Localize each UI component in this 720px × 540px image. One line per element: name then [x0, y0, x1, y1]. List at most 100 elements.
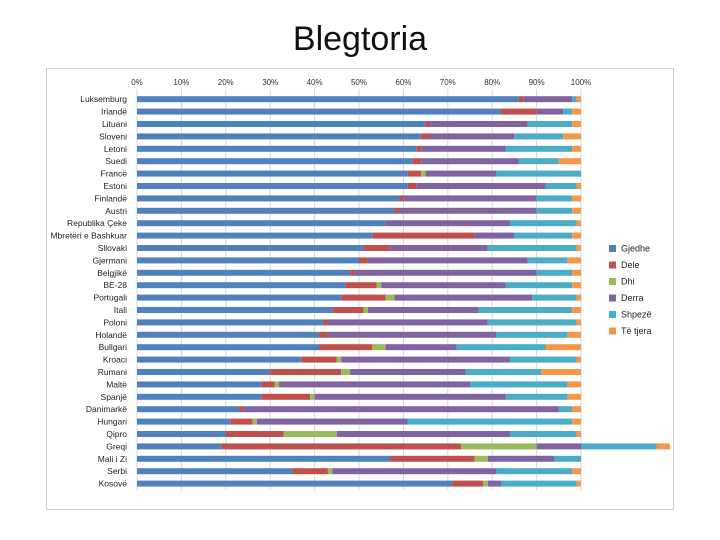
bar-segment: [514, 133, 564, 140]
x-tick-label: 80%: [484, 78, 500, 87]
bar-segment: [310, 393, 315, 400]
bar-segment: [541, 369, 581, 375]
bar-segment: [656, 443, 670, 450]
bar-segment: [572, 269, 581, 276]
category-label: Gjermani: [93, 255, 128, 265]
bar-segment: [137, 133, 422, 140]
bar-segment: [292, 468, 328, 475]
bar-segment: [221, 443, 462, 450]
bar-segment: [314, 393, 506, 400]
category-label: Finlandë: [94, 193, 127, 203]
bar-segment: [572, 232, 581, 239]
bar-segment: [243, 406, 559, 413]
bar-segment: [501, 480, 577, 487]
bar-segment: [137, 282, 346, 289]
legend: Gjedhe Dele Dhi Derra Shpezë Të tjera: [609, 244, 652, 336]
bar-segment: [403, 195, 537, 202]
bar-segment: [137, 269, 351, 276]
bar-segment: [350, 269, 355, 276]
bar-segment: [572, 282, 581, 289]
bar-segment: [301, 356, 337, 363]
bar-segment: [390, 245, 488, 251]
legend-swatch: [609, 294, 616, 302]
bar-segment: [137, 468, 293, 475]
x-tick-label: 0%: [131, 78, 143, 87]
bar-segment: [572, 195, 581, 202]
bar-segment: [137, 232, 373, 239]
category-label: Sloveni: [99, 131, 127, 141]
bar-segment: [137, 406, 240, 413]
bar-segment: [327, 319, 488, 326]
bar-segment: [398, 207, 537, 214]
x-tick-label: 90%: [529, 78, 545, 87]
bar-segment: [372, 344, 386, 351]
legend-label: Dele: [621, 260, 640, 270]
bar-segment: [567, 393, 581, 400]
bar-segment: [385, 344, 457, 351]
legend-swatch: [609, 245, 616, 252]
bar-segment: [572, 145, 581, 152]
bar-segment: [572, 108, 581, 115]
bar-segment: [567, 381, 581, 388]
bar-segment: [416, 145, 422, 152]
bar-segment: [137, 195, 399, 202]
bar-segment: [563, 133, 581, 140]
stacked-bar-chart: 0% 10% 20% 30% 40% 50% 60% 70% 80% 90% 100% Luksem…: [50, 78, 670, 490]
bar-segment: [465, 369, 542, 375]
bar-segment: [363, 307, 368, 313]
bar-segment: [483, 480, 488, 487]
category-label: Irlandë: [101, 107, 127, 117]
bar-segment: [137, 257, 359, 264]
category-label: Republika Çeke: [67, 218, 127, 228]
bar-segment: [430, 133, 515, 140]
bar-segment: [421, 145, 506, 152]
bar-segment: [487, 245, 577, 251]
bar-segment: [576, 319, 581, 326]
category-label: Suedi: [105, 156, 127, 166]
bar-segment: [501, 108, 537, 115]
category-label: Serbi: [107, 466, 127, 476]
category-label: Kroaci: [103, 355, 127, 365]
bar-segment: [137, 121, 426, 127]
category-label: Luksemburg: [80, 94, 127, 104]
bar-segment: [563, 108, 573, 115]
category-label: Austri: [105, 206, 127, 216]
bar-segment: [137, 443, 222, 450]
bar-segment: [576, 96, 581, 103]
bar-segment: [572, 418, 581, 425]
bar-segment: [505, 145, 573, 152]
bar-segment: [283, 431, 337, 437]
bar-segment: [341, 356, 510, 363]
bar-segment: [354, 269, 537, 276]
x-tick-label: 70%: [440, 78, 456, 87]
category-label: Hungari: [97, 417, 127, 427]
bar-segment: [581, 443, 657, 450]
bar-segment: [536, 443, 581, 450]
bar-segment: [478, 307, 573, 313]
bar-segment: [572, 307, 581, 313]
x-axis-tick-labels: 0% 10% 20% 30% 40% 50% 60% 70% 80% 90% 100%: [131, 78, 591, 87]
bar-segment: [572, 121, 581, 127]
bar-segment: [430, 121, 528, 127]
bar-segment: [137, 183, 408, 189]
bar-segment: [385, 220, 510, 227]
bar-segment: [345, 282, 377, 289]
x-tick-label: 100%: [571, 78, 591, 87]
x-tick-label: 40%: [307, 78, 323, 87]
bar-segment: [270, 369, 342, 375]
category-label: Itali: [114, 305, 127, 315]
bar-segment: [509, 356, 577, 363]
bar-segment: [456, 344, 546, 351]
bar-segment: [558, 158, 581, 165]
bar-segment: [474, 232, 515, 239]
bar-segment: [567, 257, 581, 264]
bar-segment: [274, 381, 280, 388]
category-label: Maltë: [106, 379, 127, 389]
category-label: Holandë: [95, 330, 127, 340]
bar-segment: [363, 245, 391, 251]
bar-segment: [558, 406, 573, 413]
bar-segment: [398, 195, 404, 202]
x-tick-label: 10%: [173, 78, 189, 87]
bar-segment: [496, 468, 573, 475]
bar-segment: [381, 282, 506, 289]
